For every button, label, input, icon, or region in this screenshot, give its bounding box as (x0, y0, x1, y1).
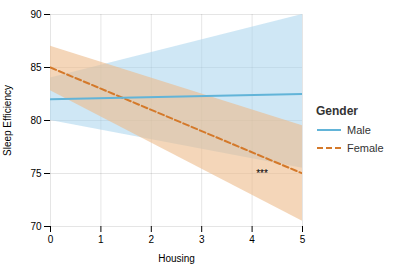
svg-text:***: *** (256, 168, 268, 179)
svg-text:4: 4 (249, 234, 255, 245)
svg-text:Housing: Housing (158, 253, 195, 264)
svg-text:80: 80 (30, 115, 42, 126)
html-text:Female: Female (347, 142, 384, 154)
svg-text:90: 90 (30, 9, 42, 20)
svg-text:0: 0 (48, 234, 54, 245)
svg-text:1: 1 (98, 234, 104, 245)
html-text:Male: Male (347, 124, 371, 136)
svg-text:75: 75 (30, 168, 42, 179)
svg-text:3: 3 (199, 234, 205, 245)
svg-text:85: 85 (30, 62, 42, 73)
svg-text:2: 2 (149, 234, 155, 245)
svg-text:5: 5 (300, 234, 306, 245)
html-text:Gender: Gender (316, 104, 358, 118)
svg-text:70: 70 (30, 221, 42, 232)
svg-text:Sleep Efficiency: Sleep Efficiency (2, 85, 13, 156)
